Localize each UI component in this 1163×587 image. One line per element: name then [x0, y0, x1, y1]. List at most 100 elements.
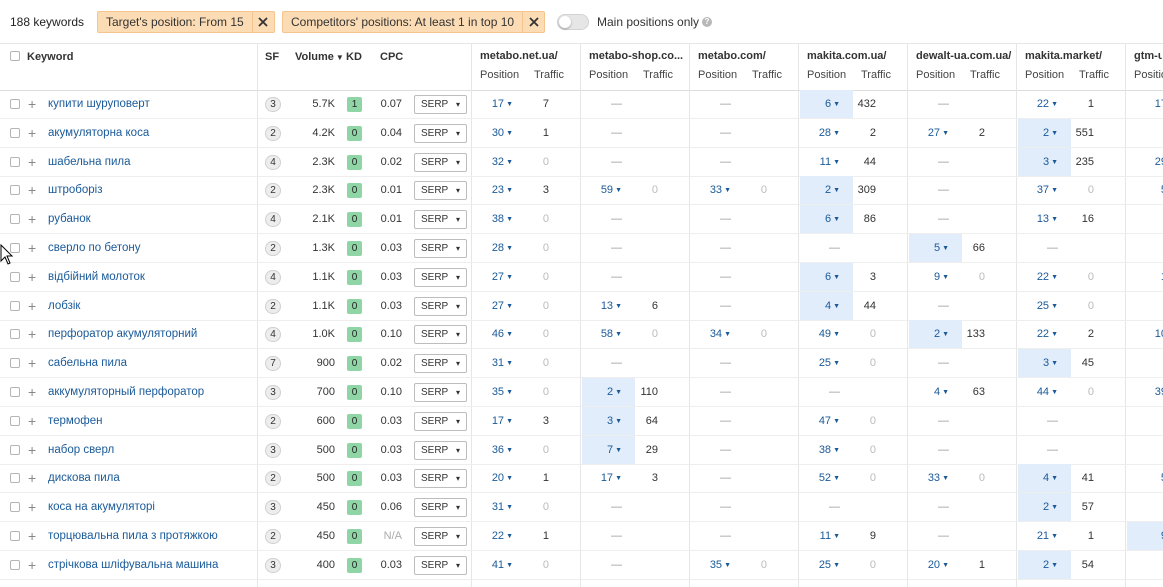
position-value[interactable]: 27 ▼	[473, 292, 513, 320]
sf-badge[interactable]: 4	[265, 154, 281, 170]
position-value[interactable]: 59 ▼	[582, 176, 622, 204]
row-checkbox[interactable]	[10, 473, 20, 484]
position-value[interactable]: 23 ▼	[473, 176, 513, 204]
position-value[interactable]: 6 ▼	[800, 263, 840, 291]
keyword-link[interactable]: стрічкова шліфувальна машина	[48, 558, 219, 571]
position-value[interactable]: 36 ▼	[473, 436, 513, 464]
add-keyword-icon[interactable]: +	[28, 470, 37, 487]
position-value[interactable]: 2 ▼	[1018, 119, 1058, 147]
serp-button[interactable]: SERP ▾	[414, 325, 467, 345]
position-value[interactable]: 22 ▼	[1018, 263, 1058, 291]
position-value[interactable]: 49 ▼	[800, 320, 840, 348]
add-keyword-icon[interactable]: +	[28, 297, 37, 314]
select-all-checkbox[interactable]	[10, 51, 20, 61]
column-kd[interactable]: KD	[346, 51, 362, 63]
row-checkbox[interactable]	[10, 531, 20, 541]
position-value[interactable]: 2 ▼	[1018, 551, 1058, 579]
add-keyword-icon[interactable]: +	[28, 528, 37, 544]
keyword-link[interactable]: термофен	[48, 414, 103, 427]
position-value[interactable]: 20 ▼	[909, 551, 949, 579]
row-checkbox[interactable]	[10, 329, 20, 340]
column-traffic[interactable]: Traffic	[534, 69, 564, 81]
position-value[interactable]: 41 ▼	[473, 551, 513, 579]
add-keyword-icon[interactable]: +	[28, 499, 37, 516]
close-icon[interactable]	[522, 12, 544, 32]
keyword-link[interactable]: рубанок	[48, 213, 91, 226]
sf-badge[interactable]: 4	[265, 212, 281, 228]
domain-header[interactable]: makita.com.ua/	[807, 50, 887, 62]
position-value[interactable]: 4 ▼	[800, 292, 840, 320]
position-value[interactable]: 30 ▼	[473, 119, 513, 147]
row-checkbox[interactable]	[10, 358, 20, 369]
position-value[interactable]: 38 ▼	[800, 436, 840, 464]
column-keyword[interactable]: Keyword	[27, 51, 74, 63]
serp-button[interactable]: SERP ▾	[414, 239, 467, 258]
column-traffic[interactable]: Traffic	[643, 69, 673, 81]
sf-badge[interactable]: 2	[265, 298, 281, 314]
sf-badge[interactable]: 3	[265, 442, 281, 458]
serp-button[interactable]: SERP ▾	[414, 469, 467, 489]
position-value[interactable]: 11 ▼	[800, 522, 840, 550]
domain-header[interactable]: gtm-u	[1134, 50, 1162, 62]
position-value[interactable]: 4 ▼	[1018, 464, 1058, 492]
info-icon[interactable]: ?	[702, 17, 712, 27]
position-value[interactable]: 2 ▼	[582, 378, 622, 406]
row-checkbox[interactable]	[10, 502, 20, 513]
keyword-link[interactable]: перфоратор акумуляторний	[48, 328, 198, 341]
add-keyword-icon[interactable]: +	[28, 412, 37, 429]
filter-chip-target-position[interactable]: Target's position: From 15	[97, 11, 275, 33]
position-value[interactable]: 5	[1127, 176, 1163, 204]
position-value[interactable]: 2 ▼	[909, 320, 949, 348]
keyword-link[interactable]: відбійний молоток	[48, 270, 145, 283]
position-value[interactable]: 38 ▼	[473, 205, 513, 233]
position-value[interactable]: 9	[1127, 522, 1163, 550]
keyword-link[interactable]: сверло по бетону	[48, 242, 141, 254]
position-value[interactable]: 31 ▼	[473, 493, 513, 521]
position-value[interactable]: 33 ▼	[909, 464, 949, 492]
position-value[interactable]: 22 ▼	[473, 522, 513, 550]
keyword-link[interactable]: набор сверл	[48, 443, 115, 456]
position-value[interactable]: 1	[1127, 263, 1163, 291]
position-value[interactable]: 58 ▼	[582, 320, 622, 348]
position-value[interactable]: 29	[1127, 148, 1163, 176]
column-volume[interactable]: Volume ▼	[295, 51, 344, 63]
serp-button[interactable]: SERP ▾	[414, 498, 467, 518]
sf-badge[interactable]: 4	[265, 327, 281, 343]
keyword-link[interactable]: акумуляторна коса	[48, 126, 150, 139]
add-keyword-icon[interactable]: +	[28, 556, 37, 573]
column-position[interactable]: Position	[916, 69, 956, 81]
add-keyword-icon[interactable]: +	[28, 384, 37, 400]
domain-header[interactable]: metabo.net.ua/	[480, 50, 558, 62]
position-value[interactable]: 32 ▼	[473, 148, 513, 176]
position-value[interactable]: 25 ▼	[800, 551, 840, 579]
domain-header[interactable]: metabo-shop.co...	[589, 50, 684, 62]
column-traffic[interactable]: Traffic	[752, 69, 782, 81]
position-value[interactable]: 6 ▼	[800, 205, 840, 233]
keyword-link[interactable]: торцювальна пила з протяжкою	[48, 530, 218, 542]
column-traffic[interactable]: Traffic	[1079, 69, 1109, 81]
position-value[interactable]: 2 ▼	[800, 176, 840, 204]
serp-button[interactable]: SERP ▾	[414, 555, 467, 575]
sf-badge[interactable]: 3	[265, 97, 281, 112]
domain-header[interactable]: metabo.com/	[698, 50, 766, 62]
position-value[interactable]: 17 ▼	[582, 464, 622, 492]
position-value[interactable]: 47 ▼	[800, 407, 840, 435]
keyword-link[interactable]: шабельна пила	[48, 155, 131, 168]
keyword-link[interactable]: коса на акумуляторі	[48, 501, 155, 514]
position-value[interactable]: 7 ▼	[582, 436, 622, 464]
position-value[interactable]: 5 ▼	[909, 234, 949, 262]
serp-button[interactable]: SERP ▾	[414, 527, 467, 546]
position-value[interactable]: 28 ▼	[800, 119, 840, 147]
add-keyword-icon[interactable]: +	[28, 182, 37, 199]
position-value[interactable]: 39	[1127, 378, 1163, 406]
position-value[interactable]: 17 ▼	[473, 90, 513, 118]
serp-button[interactable]: SERP ▾	[414, 354, 467, 374]
add-keyword-icon[interactable]: +	[28, 355, 37, 372]
position-value[interactable]: 22 ▼	[1018, 320, 1058, 348]
position-value[interactable]: 5	[1127, 464, 1163, 492]
sf-badge[interactable]: 3	[265, 557, 281, 573]
column-position[interactable]: Position	[480, 69, 520, 81]
add-keyword-icon[interactable]: +	[28, 240, 37, 256]
add-keyword-icon[interactable]: +	[28, 153, 37, 170]
serp-button[interactable]: SERP ▾	[414, 210, 467, 230]
